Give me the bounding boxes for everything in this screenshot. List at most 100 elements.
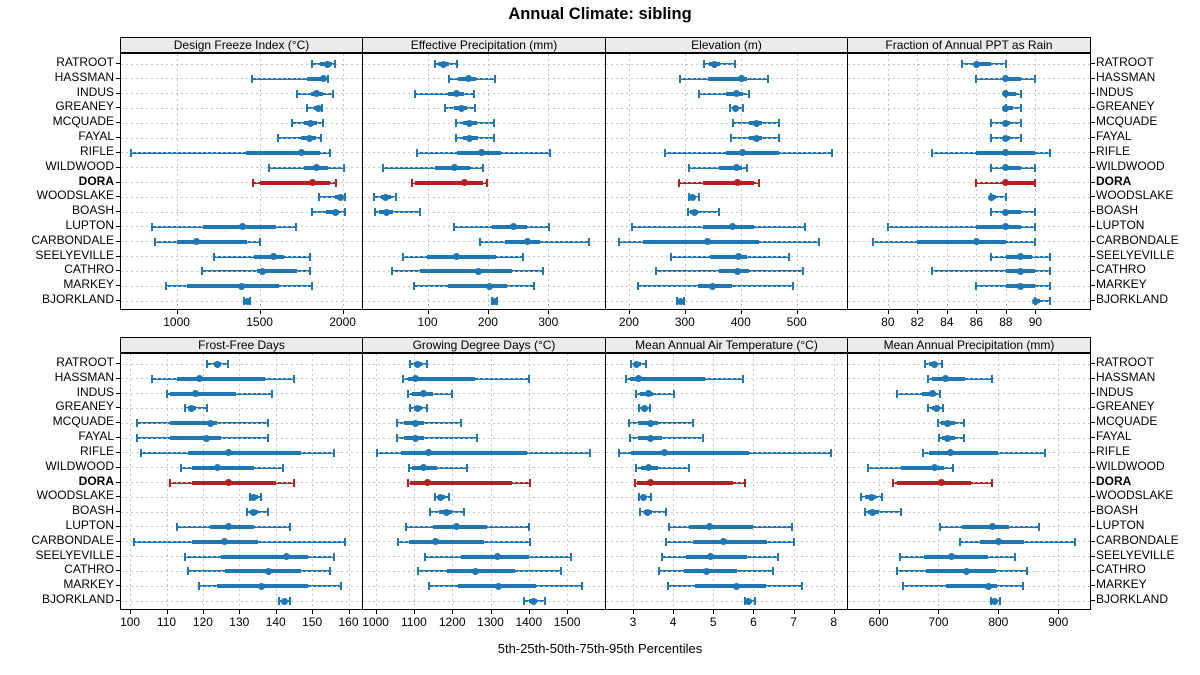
site-label-right: BJORKLAND (1096, 592, 1169, 606)
row-tick-right (1091, 63, 1095, 64)
row-tick-right (1091, 467, 1095, 468)
whisker-box-25-75 (636, 480, 733, 485)
whisker-cap-95th (329, 567, 332, 576)
whisker-cap-5th (415, 148, 418, 157)
whisker-cap-95th (1074, 537, 1077, 546)
whisker-cap-95th (292, 374, 295, 383)
axis-tick-label: 1100 (401, 615, 427, 629)
axis-tick (753, 610, 755, 614)
whisker-box-25-75 (1005, 165, 1021, 170)
whisker-cap-95th (476, 434, 479, 443)
median-dot (709, 282, 717, 290)
whisker-cap-5th (698, 89, 701, 98)
whisker-cap-5th (617, 237, 620, 246)
whisker-cap-5th (249, 493, 252, 502)
median-dot (948, 553, 956, 561)
whisker-cap-5th (990, 252, 993, 261)
row-tick-right (1091, 585, 1095, 586)
whisker-cap-5th (891, 478, 894, 487)
whisker-cap-5th (926, 374, 929, 383)
whisker-cap-5th (140, 448, 143, 457)
row-tick-left (116, 511, 120, 512)
whisker-cap-5th (989, 597, 992, 605)
whisker-cap-95th (332, 89, 335, 98)
median-dot (477, 149, 485, 157)
axis-tick (548, 310, 550, 314)
site-label-left: MARKEY (63, 577, 114, 591)
whisker-box-25-75 (926, 569, 996, 574)
whisker-cap-95th (717, 208, 720, 217)
whisker-cap-95th (880, 493, 883, 502)
whisker-cap-95th (1025, 567, 1028, 576)
median-dot (1017, 253, 1025, 261)
median-dot (738, 75, 746, 83)
panel-title: Design Freeze Index (°C) (173, 38, 310, 52)
whisker-cap-5th (663, 148, 666, 157)
row-tick-right (1091, 526, 1095, 527)
whisker-cap-95th (1049, 297, 1052, 305)
whisker-cap-5th (859, 493, 862, 502)
whisker-box-25-75 (643, 239, 759, 244)
whisker-cap-5th (428, 582, 431, 591)
site-label-left: INDUS (76, 85, 114, 99)
row-tick-right (1091, 122, 1095, 123)
median-dot (928, 390, 936, 398)
whisker-cap-95th (963, 434, 966, 443)
whisker-box-25-75 (718, 165, 742, 170)
whisker-cap-95th (494, 74, 497, 83)
panel-fraction-of-annual-ppt-as-rain (847, 53, 1091, 310)
whisker-box-25-75 (433, 524, 487, 529)
row-tick-left (116, 378, 120, 379)
whisker-cap-5th (318, 193, 321, 202)
site-label-right: DORA (1096, 474, 1132, 488)
whisker-box-25-75 (246, 150, 321, 155)
row-gridline (606, 511, 847, 513)
whisker-cap-5th (278, 597, 281, 605)
whisker-box-25-75 (924, 554, 988, 559)
row-tick-right (1091, 107, 1095, 108)
row-tick-left (116, 152, 120, 153)
whisker-cap-95th (741, 104, 744, 113)
row-tick-left (116, 107, 120, 108)
axis-tick (713, 610, 715, 614)
row-tick-left (116, 196, 120, 197)
whisker-box-25-75 (921, 391, 937, 396)
median-dot (452, 523, 460, 531)
whisker-cap-95th (1019, 104, 1022, 113)
whisker-cap-5th (687, 163, 690, 172)
whisker-cap-95th (665, 508, 668, 517)
row-tick-left (116, 393, 120, 394)
axis-tick-label: 4 (669, 615, 677, 629)
whisker-cap-95th (743, 478, 746, 487)
whisker-cap-5th (205, 360, 208, 368)
row-tick-left (116, 496, 120, 497)
axis-tick (1005, 310, 1007, 314)
median-dot (420, 464, 428, 472)
row-tick-right (1091, 363, 1095, 364)
row-gridline (848, 122, 1090, 124)
whisker-box-25-75 (414, 180, 484, 185)
axis-tick (275, 610, 277, 614)
whisker-cap-95th (344, 193, 347, 202)
whisker-cap-95th (648, 404, 651, 413)
row-tick-left (116, 363, 120, 364)
whisker-cap-95th (830, 148, 833, 157)
whisker-cap-5th (176, 522, 179, 531)
row-tick-right (1091, 511, 1095, 512)
axis-tick-label: 1000 (163, 315, 190, 329)
whisker-box-25-75 (976, 62, 992, 66)
whisker-cap-95th (451, 389, 454, 398)
median-dot (647, 479, 655, 486)
whisker-box-25-75 (1005, 91, 1017, 96)
whisker-cap-95th (343, 537, 346, 546)
row-gridline (121, 600, 362, 602)
row-gridline (848, 107, 1090, 109)
median-dot (224, 449, 232, 457)
site-label-left: BJORKLAND (41, 592, 114, 606)
median-dot (733, 90, 741, 98)
vertical-gridline (796, 54, 798, 309)
site-label-left: FAYAL (78, 129, 114, 143)
panel-strip-header: Mean Annual Precipitation (mm) (847, 337, 1091, 353)
whisker-cap-5th (413, 89, 416, 98)
row-gridline (363, 196, 605, 198)
